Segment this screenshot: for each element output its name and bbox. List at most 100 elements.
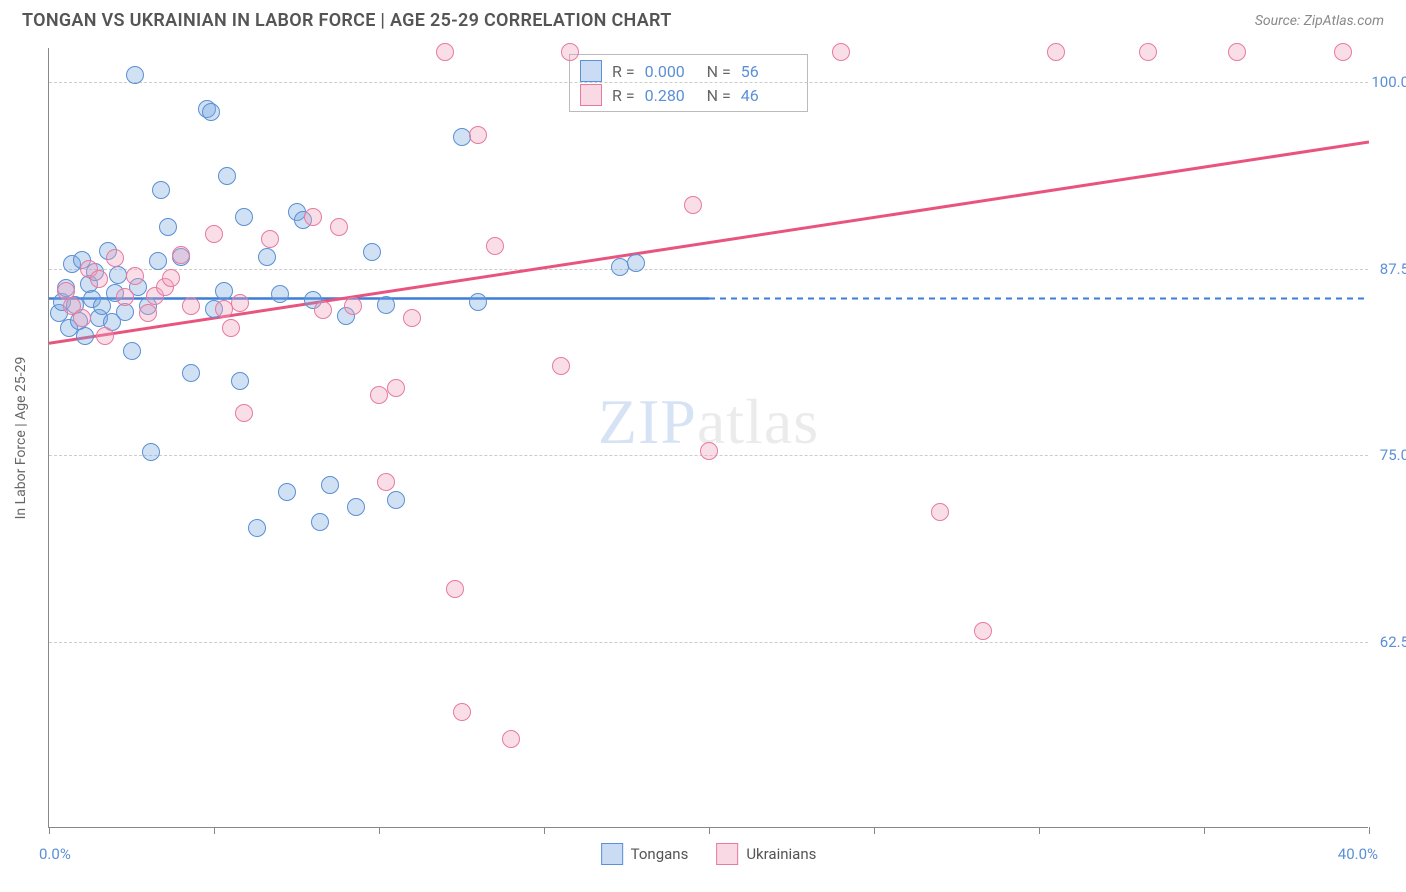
x-tick [1039, 827, 1040, 834]
watermark-part1: ZIP [598, 386, 697, 457]
data-point [258, 248, 276, 266]
legend-row: R =0.000N =56 [580, 59, 793, 83]
legend-swatch [716, 843, 738, 865]
data-point [126, 66, 144, 84]
data-point [96, 327, 114, 345]
data-point [611, 258, 629, 276]
data-point [278, 483, 296, 501]
data-point [684, 196, 702, 214]
data-point [1228, 43, 1246, 61]
data-point [261, 230, 279, 248]
data-point [403, 309, 421, 327]
data-point [931, 503, 949, 521]
data-point [387, 379, 405, 397]
data-point [377, 296, 395, 314]
data-point [126, 267, 144, 285]
data-point [363, 243, 381, 261]
y-tick-label: 75.0% [1380, 446, 1406, 464]
data-point [502, 730, 520, 748]
data-point [182, 364, 200, 382]
data-point [162, 269, 180, 287]
data-point [330, 218, 348, 236]
data-point [627, 254, 645, 272]
data-point [231, 294, 249, 312]
data-point [446, 580, 464, 598]
n-label: N = [707, 62, 731, 81]
data-point [271, 285, 289, 303]
data-point [149, 252, 167, 270]
source-attribution: Source: ZipAtlas.com [1255, 13, 1384, 29]
plot-area: In Labor Force | Age 25-29 ZIPatlas R =0… [48, 48, 1368, 828]
n-value: 46 [741, 86, 793, 105]
trend-lines [49, 48, 1369, 828]
data-point [561, 43, 579, 61]
y-tick-label: 87.5% [1380, 260, 1406, 278]
data-point [314, 301, 332, 319]
data-point [215, 282, 233, 300]
legend-label: Ukrainians [746, 845, 816, 863]
x-tick [709, 827, 710, 834]
data-point [123, 342, 141, 360]
legend-item: Tongans [601, 843, 689, 865]
legend-item: Ukrainians [716, 843, 816, 865]
data-point [218, 167, 236, 185]
data-point [222, 319, 240, 337]
data-point [1047, 43, 1065, 61]
data-point [344, 297, 362, 315]
data-point [93, 297, 111, 315]
r-label: R = [612, 62, 635, 81]
n-value: 56 [741, 62, 793, 81]
data-point [469, 126, 487, 144]
legend-swatch [601, 843, 623, 865]
data-point [700, 442, 718, 460]
data-point [202, 103, 220, 121]
x-tick [1369, 827, 1370, 834]
data-point [106, 249, 124, 267]
data-point [552, 357, 570, 375]
data-point [453, 703, 471, 721]
x-tick [1204, 827, 1205, 834]
data-point [377, 473, 395, 491]
gridline [49, 82, 1368, 83]
data-point [311, 513, 329, 531]
x-tick [874, 827, 875, 834]
x-tick [544, 827, 545, 834]
chart-title: TONGAN VS UKRAINIAN IN LABOR FORCE | AGE… [22, 10, 672, 31]
data-point [142, 443, 160, 461]
data-point [370, 386, 388, 404]
data-point [235, 404, 253, 422]
gridline [49, 269, 1368, 270]
r-value: 0.280 [645, 86, 697, 105]
data-point [1139, 43, 1157, 61]
x-axis-min-label: 0.0% [39, 845, 71, 863]
x-axis-max-label: 40.0% [1338, 845, 1378, 863]
data-point [205, 225, 223, 243]
legend-label: Tongans [631, 845, 689, 863]
gridline [49, 642, 1368, 643]
data-point [248, 519, 266, 537]
data-point [436, 43, 454, 61]
data-point [152, 181, 170, 199]
data-point [486, 237, 504, 255]
data-point [76, 327, 94, 345]
r-label: R = [612, 86, 635, 105]
legend-swatch [580, 84, 602, 106]
data-point [215, 300, 233, 318]
data-point [974, 622, 992, 640]
data-point [139, 304, 157, 322]
data-point [832, 43, 850, 61]
data-point [387, 491, 405, 509]
data-point [347, 498, 365, 516]
data-point [1334, 43, 1352, 61]
data-point [235, 208, 253, 226]
data-point [182, 297, 200, 315]
x-tick [49, 827, 50, 834]
y-tick-label: 100.0% [1371, 73, 1406, 91]
legend-swatch [580, 60, 602, 82]
data-point [231, 372, 249, 390]
series-legend: Tongans Ukrainians [601, 843, 817, 865]
data-point [116, 288, 134, 306]
data-point [109, 266, 127, 284]
data-point [159, 218, 177, 236]
x-tick [379, 827, 380, 834]
